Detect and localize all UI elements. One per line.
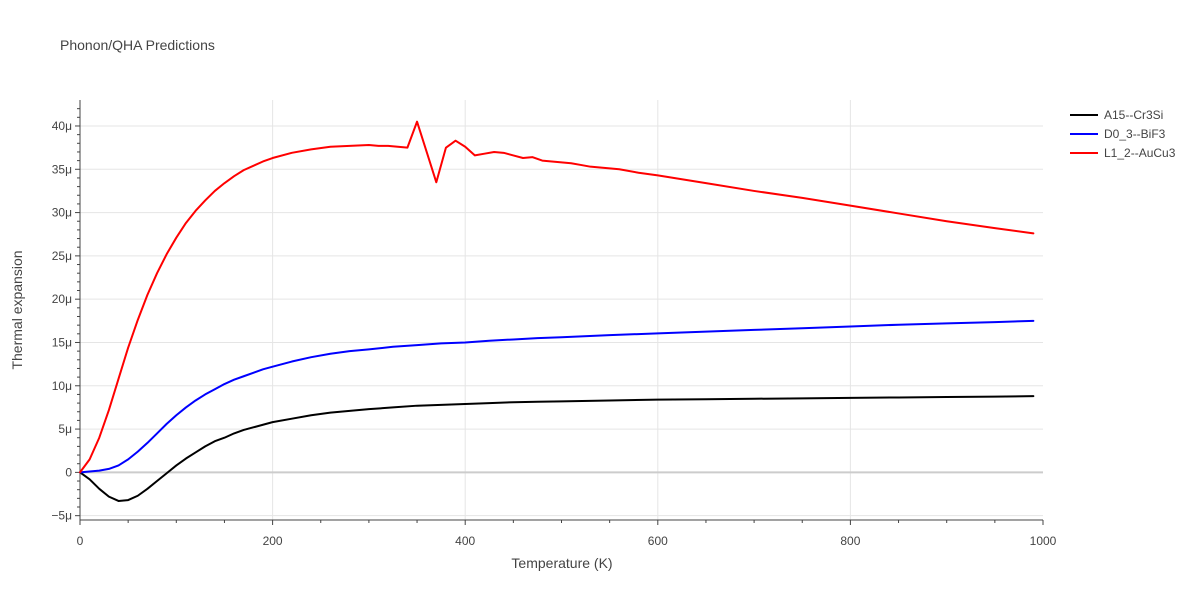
y-tick-label: −5μ xyxy=(51,509,72,523)
y-axis-title: Thermal expansion xyxy=(9,250,25,369)
chart-title: Phonon/QHA Predictions xyxy=(60,37,215,53)
grid-layer xyxy=(80,100,1043,520)
legend-label: A15--Cr3Si xyxy=(1104,108,1163,122)
y-tick-label: 30μ xyxy=(52,206,72,220)
series-layer xyxy=(79,120,1035,502)
y-tick-label: 40μ xyxy=(52,119,72,133)
y-tick-label: 10μ xyxy=(52,379,72,393)
series-line xyxy=(79,395,1035,502)
x-tick-label: 200 xyxy=(263,534,283,548)
y-tick-label: 0 xyxy=(65,465,72,479)
y-tick-label: 15μ xyxy=(52,335,72,349)
y-tick-label: 25μ xyxy=(52,249,72,263)
x-axis-title: Temperature (K) xyxy=(511,555,612,571)
axis-layer: 0 200 400 600 800 1000 −5μ 0 5μ 10μ 15μ 20μ 25μ 30μ 35… xyxy=(51,100,1057,548)
legend: A15--Cr3Si D0_3--BiF3 L1_2--AuCu3 xyxy=(1070,108,1176,160)
y-tick-label: 20μ xyxy=(52,292,72,306)
y-tick-label: 5μ xyxy=(58,422,72,436)
x-tick-label: 600 xyxy=(648,534,668,548)
x-tick-label: 800 xyxy=(840,534,860,548)
legend-label: D0_3--BiF3 xyxy=(1104,127,1166,141)
x-tick-label: 1000 xyxy=(1030,534,1057,548)
y-tick-label: 35μ xyxy=(52,162,72,176)
x-tick-label: 0 xyxy=(77,534,84,548)
x-tick-label: 400 xyxy=(455,534,475,548)
series-line xyxy=(79,120,1035,474)
legend-label: L1_2--AuCu3 xyxy=(1104,146,1176,160)
series-line xyxy=(79,319,1035,474)
